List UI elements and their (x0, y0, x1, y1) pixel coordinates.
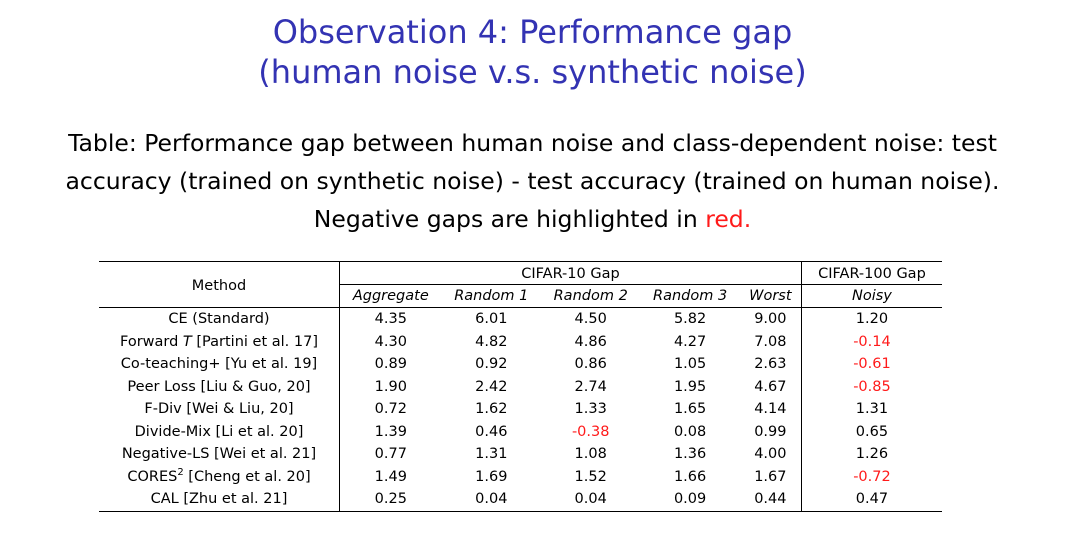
value-cell: 0.44 (739, 488, 802, 512)
method-text: Forward (120, 333, 183, 350)
table-row: F-Div [Wei & Liu, 20] 0.72 1.62 1.33 1.65 4.1… (99, 398, 942, 421)
value-cell: 1.20 (801, 307, 942, 331)
method-cell: Forward T [Partini et al. 17] (99, 330, 340, 353)
value-cell: -0.14 (853, 333, 891, 350)
value-cell: 1.95 (673, 378, 707, 395)
value-cell: 1.49 (374, 468, 407, 485)
cifar10-header: CIFAR-10 Gap (339, 261, 802, 285)
table-row: CAL [Zhu et al. 21] 0.25 0.04 0.04 0.09 0.44 0… (99, 488, 942, 512)
value-cell: 7.08 (739, 330, 802, 353)
value-cell: 1.33 (574, 401, 607, 418)
method-cell: CE (Standard) (99, 307, 340, 331)
value-cell: 4.27 (673, 333, 707, 350)
header-row-1: Method CIFAR-10 Gap CIFAR-100 Gap (99, 261, 942, 308)
value-cell: 0.89 (374, 356, 407, 373)
table-row: CORES2 [Cheng et al. 20] 1.49 1.69 1.52 1.66… (99, 465, 942, 488)
method-text: [Cheng et al. 20] (183, 468, 311, 485)
method-text: [Partini et al. 17] (191, 333, 318, 350)
value-cell: 0.25 (339, 488, 442, 512)
value-cell: 1.69 (475, 468, 508, 485)
value-cell: 1.62 (475, 401, 508, 418)
value-cell: 1.67 (739, 465, 802, 488)
cifar100-header: CIFAR-100 Gap (801, 261, 942, 285)
slide-title: Observation 4: Performance gap (human no… (0, 12, 1065, 92)
value-cell: 4.86 (574, 333, 607, 350)
value-cell: 4.00 (739, 443, 802, 466)
value-cell: 1.31 (475, 446, 508, 463)
value-cell: 0.92 (475, 356, 508, 373)
header-row-2: Aggregate Random 1 Random 2 Random 3 Wor… (99, 284, 942, 308)
value-cell: 1.05 (673, 356, 707, 373)
value-cell: 0.72 (374, 401, 407, 418)
value-cell: 1.36 (673, 446, 707, 463)
subheader-aggregate: Aggregate (339, 284, 442, 308)
value-cell: 0.99 (739, 420, 802, 443)
value-cell: 4.14 (739, 398, 802, 421)
method-cell: Co-teaching+ [Yu et al. 19] (99, 353, 340, 376)
value-cell: 1.65 (673, 401, 707, 418)
value-cell: 4.82 (475, 333, 508, 350)
value-cell: 0.47 (801, 488, 942, 512)
caption-line-3-red: red. (705, 205, 752, 233)
table-row: Divide-Mix [Li et al. 20] 1.39 0.46 -0.38 0.… (99, 420, 942, 443)
table-row: CE (Standard) 4.35 6.01 4.50 5.82 9.00 1.20 (99, 307, 942, 331)
value-cell: 2.74 (574, 378, 607, 395)
method-header: Method (99, 261, 340, 308)
method-italic: T (182, 333, 192, 350)
value-cell: 0.86 (574, 356, 607, 373)
value-cell: 0.04 (441, 488, 541, 512)
caption-line-2: accuracy (trained on synthetic noise) - … (65, 167, 1000, 195)
method-cell: Divide-Mix [Li et al. 20] (99, 420, 340, 443)
value-cell: 1.31 (855, 401, 889, 418)
method-cell: Negative-LS [Wei et al. 21] (99, 443, 340, 466)
table-body: CE (Standard) 4.35 6.01 4.50 5.82 9.00 1.20 For… (99, 307, 942, 512)
value-cell: 0.08 (673, 423, 707, 440)
value-cell: 0.65 (855, 423, 889, 440)
method-superscript: 2 (177, 466, 184, 478)
value-cell: 5.82 (640, 307, 740, 331)
table-caption: Table: Performance gap between human noi… (0, 124, 1065, 238)
method-cell: CAL [Zhu et al. 21] (99, 488, 340, 512)
subheader-worst: Worst (739, 284, 802, 308)
subheader-random-3: Random 3 (640, 284, 740, 308)
value-cell: 2.63 (739, 353, 802, 376)
method-cell: F-Div [Wei & Liu, 20] (99, 398, 340, 421)
value-cell: 0.04 (541, 488, 641, 512)
value-cell: 1.52 (574, 468, 607, 485)
method-cell: CORES2 [Cheng et al. 20] (99, 465, 340, 488)
title-line-2: (human noise v.s. synthetic noise) (258, 53, 807, 91)
table-row: Peer Loss [Liu & Guo, 20] 1.90 2.42 2.74 1.9… (99, 375, 942, 398)
value-cell: 1.90 (374, 378, 407, 395)
table-row: Negative-LS [Wei et al. 21] 0.77 1.31 1.08 1… (99, 443, 942, 466)
title-line-1: Observation 4: Performance gap (272, 13, 793, 51)
value-cell: 0.09 (640, 488, 740, 512)
value-cell: 1.26 (855, 446, 889, 463)
value-cell: 2.42 (475, 378, 508, 395)
value-cell: 1.08 (574, 446, 607, 463)
value-cell: 1.39 (374, 423, 407, 440)
value-cell: 9.00 (739, 307, 802, 331)
value-cell: -0.72 (853, 468, 891, 485)
value-cell: 0.46 (475, 423, 508, 440)
value-cell: 0.77 (374, 446, 407, 463)
subheader-noisy: Noisy (801, 284, 942, 308)
caption-line-1: Table: Performance gap between human noi… (68, 129, 997, 157)
value-cell: 1.66 (673, 468, 707, 485)
value-cell: -0.38 (571, 423, 610, 440)
value-cell: 6.01 (441, 307, 541, 331)
subheader-random-1: Random 1 (441, 284, 541, 308)
table-row: Forward T [Partini et al. 17] 4.30 4.82 4.8… (99, 330, 942, 353)
value-cell: 4.67 (739, 375, 802, 398)
method-text: CORES (127, 468, 178, 485)
value-cell: 4.50 (541, 307, 641, 331)
table-row: Co-teaching+ [Yu et al. 19] 0.89 0.92 0.86 1… (99, 353, 942, 376)
value-cell: -0.85 (853, 378, 891, 395)
results-table: Method CIFAR-10 Gap CIFAR-100 Gap Aggreg… (99, 261, 942, 512)
value-cell: -0.61 (853, 356, 891, 373)
method-cell: Peer Loss [Liu & Guo, 20] (99, 375, 340, 398)
subheader-random-2: Random 2 (541, 284, 641, 308)
caption-line-3-prefix: Negative gaps are highlighted in (313, 205, 706, 233)
value-cell: 4.35 (339, 307, 442, 331)
value-cell: 4.30 (374, 333, 407, 350)
